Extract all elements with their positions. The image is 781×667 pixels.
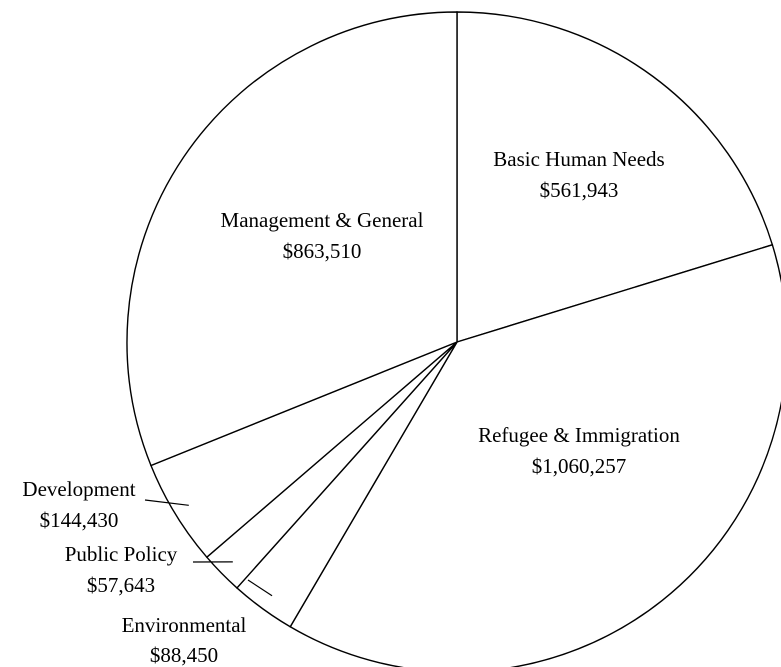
- slice-value-development: $144,430: [40, 508, 119, 532]
- slice-label-basic-human-needs: Basic Human Needs $561,943: [493, 147, 664, 202]
- slice-name-development: Development: [22, 477, 135, 501]
- slice-label-environmental: Environmental $88,450: [122, 613, 247, 667]
- pie-slice-basic-human-needs: [456, 11, 774, 343]
- slice-label-refugee-immigration: Refugee & Immigration $1,060,257: [478, 423, 680, 478]
- slice-name-management-general: Management & General: [221, 208, 424, 232]
- leader-line-development: [144, 499, 189, 506]
- slice-label-development: Development $144,430: [22, 477, 135, 532]
- slice-value-environmental: $88,450: [150, 643, 218, 667]
- slice-value-refugee-immigration: $1,060,257: [532, 454, 627, 478]
- slice-value-basic-human-needs: $561,943: [540, 178, 619, 202]
- slice-name-public-policy: Public Policy: [65, 542, 178, 566]
- slice-value-public-policy: $57,643: [87, 573, 155, 597]
- slice-name-refugee-immigration: Refugee & Immigration: [478, 423, 680, 447]
- leader-lines: [144, 499, 273, 597]
- slice-value-management-general: $863,510: [283, 239, 362, 263]
- pie-slice-refugee-immigration: [289, 243, 781, 667]
- slice-name-environmental: Environmental: [122, 613, 247, 637]
- pie-slice-management-general: [126, 11, 458, 467]
- slice-name-basic-human-needs: Basic Human Needs: [493, 147, 664, 171]
- slice-label-public-policy: Public Policy $57,643: [65, 542, 178, 597]
- pie-slices: [126, 11, 781, 667]
- slice-label-management-general: Management & General $863,510: [221, 208, 424, 263]
- leader-line-environmental: [247, 579, 273, 597]
